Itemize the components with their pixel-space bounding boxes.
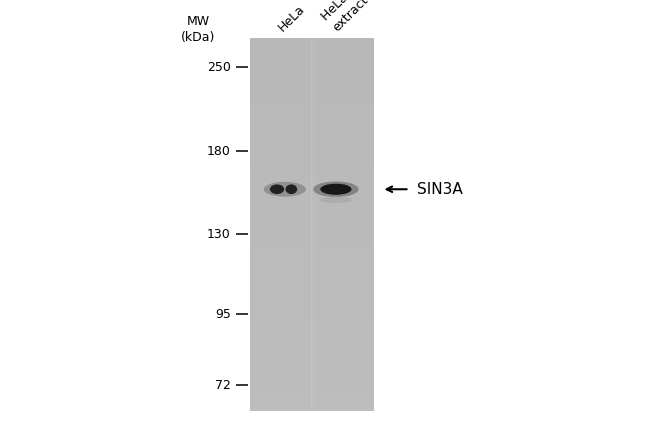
Bar [250,47,374,52]
Bar [250,374,374,379]
Bar [250,402,374,407]
Bar [250,388,374,393]
Text: 95: 95 [215,308,231,321]
Bar [250,341,374,346]
Bar [250,253,374,257]
Bar [250,248,374,253]
Bar [250,271,374,276]
Bar [250,131,374,136]
Bar [250,183,374,187]
Bar [250,243,374,248]
Bar [250,383,374,388]
Bar [250,346,374,351]
Bar [250,295,374,299]
Bar [250,164,374,169]
Bar [250,379,374,383]
Bar [250,281,374,285]
Bar [250,323,374,327]
Bar [250,80,374,85]
Bar [250,127,374,131]
Bar [250,38,374,43]
Text: HeLa: HeLa [276,2,307,34]
Ellipse shape [313,181,359,197]
Bar [250,318,374,323]
Text: 72: 72 [215,379,231,392]
Bar [250,103,374,108]
Bar [250,113,374,117]
Bar [250,407,374,411]
Bar [250,85,374,89]
Bar [250,201,374,206]
Bar [250,276,374,281]
Bar [250,267,374,271]
Text: 180: 180 [207,145,231,158]
Bar [250,290,374,295]
Bar [250,43,374,47]
Bar [250,197,374,201]
Bar [250,397,374,402]
Text: 130: 130 [207,228,231,241]
Bar [250,239,374,243]
Ellipse shape [270,184,284,194]
Bar [250,337,374,341]
Bar [250,355,374,360]
Bar [250,393,374,397]
Bar [250,57,374,61]
Bar [250,52,374,57]
Text: MW
(kDa): MW (kDa) [181,15,215,44]
Bar [250,136,374,141]
Bar [250,178,374,183]
Bar [250,351,374,355]
Bar [250,150,374,155]
Bar [250,211,374,215]
Bar [250,225,374,229]
Bar [250,332,374,337]
Bar [250,122,374,127]
Bar [250,169,374,173]
Bar [250,327,374,332]
Bar [250,215,374,220]
Text: 250: 250 [207,61,231,74]
Ellipse shape [264,182,306,197]
Bar [250,99,374,103]
Bar [250,369,374,374]
Bar [250,173,374,178]
Bar [250,285,374,290]
Bar [250,187,374,192]
Bar [250,206,374,211]
Bar [250,75,374,80]
Bar [250,262,374,267]
Text: HeLa nuclear
extract: HeLa nuclear extract [319,0,398,34]
Bar [250,155,374,159]
Bar [250,66,374,71]
Bar [250,89,374,94]
Bar [250,71,374,75]
Bar [250,61,374,66]
Bar [250,313,374,318]
Bar [250,145,374,150]
Bar [250,117,374,122]
Bar [250,108,374,113]
Ellipse shape [320,184,352,195]
Bar [250,234,374,239]
Bar [250,229,374,234]
Bar [250,360,374,365]
Bar [250,220,374,225]
Bar [250,257,374,262]
Bar [250,159,374,164]
Bar [250,365,374,369]
Bar [250,304,374,309]
Text: SIN3A: SIN3A [417,182,463,197]
Bar [250,309,374,313]
Bar [250,192,374,197]
Bar [250,299,374,304]
Ellipse shape [285,184,297,194]
Ellipse shape [320,197,352,203]
Bar [250,94,374,99]
Bar [250,141,374,145]
